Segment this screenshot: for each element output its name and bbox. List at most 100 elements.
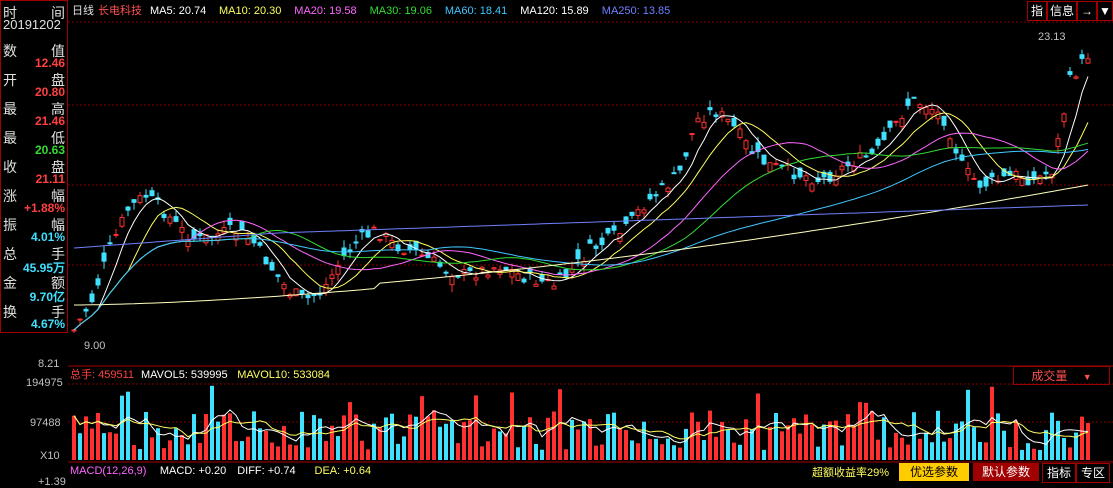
candle-body xyxy=(353,241,359,244)
volume-bar xyxy=(186,444,190,460)
macd-bottom-label: +1.39 xyxy=(38,476,66,488)
volume-bar xyxy=(420,396,424,460)
volume-bar xyxy=(270,442,274,460)
optimal-params-button[interactable]: 优选参数 xyxy=(899,463,969,481)
candle-body xyxy=(515,273,521,281)
volume-legend-item: 总手: 459511 xyxy=(70,367,134,381)
volume-bar xyxy=(312,415,316,460)
candle-body xyxy=(89,293,95,303)
candle-body xyxy=(881,131,887,140)
volume-legend-item: MAVOL5: 539995 xyxy=(141,369,228,381)
candle-body xyxy=(941,115,947,126)
macd-legend-item: MACD: +0.20 xyxy=(160,465,226,477)
volume-bar xyxy=(318,418,322,460)
volume-bar xyxy=(336,436,340,460)
volume-bar xyxy=(288,444,292,460)
volume-bar xyxy=(1074,432,1078,460)
info-label-1: 涨 xyxy=(3,188,17,204)
candle-body xyxy=(281,283,287,290)
info-label-1: 振 xyxy=(3,217,17,233)
volume-bar xyxy=(498,431,502,460)
info-label-2: 手 xyxy=(51,246,65,262)
volume-bar xyxy=(822,424,826,460)
candle-body xyxy=(101,252,107,262)
macd-legend-item: DIFF: +0.74 xyxy=(237,465,295,477)
indicator-button[interactable]: 指 xyxy=(1027,1,1047,21)
info-label-2: 盘 xyxy=(51,159,65,175)
candle-body xyxy=(647,193,653,200)
ma-legend-item: MA120: 15.89 xyxy=(520,5,589,17)
candle-body xyxy=(587,239,593,244)
candle-body xyxy=(503,266,509,270)
volume-bar xyxy=(876,439,880,460)
indicator-list-button[interactable]: 指标 xyxy=(1042,463,1076,483)
kline-chart[interactable]: 日线 长电科技 MA5: 20.74 MA10: 20.30 MA20: 19.58… xyxy=(68,0,1113,485)
info-label-2: 幅 xyxy=(51,188,65,204)
quote-info-panel: 时 间 20191202 数值 12.46 开盘 20.80 最高 21.46 最低 20.6… xyxy=(0,0,68,333)
dropdown-icon: ▼ xyxy=(1082,372,1092,382)
volume-bar xyxy=(528,417,532,460)
candle-body xyxy=(689,133,695,136)
volume-bar xyxy=(924,432,928,460)
volume-bar xyxy=(912,412,916,460)
volume-bar xyxy=(1086,423,1090,460)
info-row: 收 盘 21.11 xyxy=(1,155,67,186)
volume-bar xyxy=(618,428,622,460)
info-label-2: 盘 xyxy=(51,72,65,88)
info-label-1: 最 xyxy=(3,130,17,146)
volume-bar xyxy=(828,421,832,460)
volume-bar xyxy=(612,412,616,460)
candle-body xyxy=(293,288,299,297)
volume-bar xyxy=(504,433,508,460)
volume-bar xyxy=(654,438,658,460)
volume-bar xyxy=(942,441,946,460)
collapse-icon[interactable]: ▼ xyxy=(1097,1,1113,21)
volume-bar xyxy=(906,444,910,460)
default-params-button[interactable]: 默认参数 xyxy=(973,463,1039,481)
info-row: 最 低 20.63 xyxy=(1,126,67,157)
candle-body xyxy=(605,227,611,234)
volume-bar xyxy=(384,417,388,460)
candle-body xyxy=(929,109,935,115)
candle-body xyxy=(305,294,311,299)
info-label-1: 数 xyxy=(3,43,17,59)
candle-body xyxy=(887,120,893,128)
volume-bar xyxy=(990,386,994,460)
volume-bar xyxy=(258,428,262,460)
volume-bar xyxy=(102,433,106,460)
volume-bar xyxy=(156,428,160,460)
candle-body xyxy=(953,148,959,154)
candle-body xyxy=(329,274,335,280)
info-label-1: 金 xyxy=(3,275,17,291)
candle-body xyxy=(323,283,329,294)
volume-bar xyxy=(738,444,742,460)
price-bottom-label: 8.21 xyxy=(38,358,60,370)
ma-line xyxy=(73,76,1089,331)
candle-body xyxy=(623,216,629,224)
volume-bar xyxy=(576,429,580,460)
volume-bar xyxy=(300,411,304,460)
info-label-1: 总 xyxy=(3,246,17,262)
volume-indicator-select[interactable]: 成交量 ▼ xyxy=(1013,366,1110,385)
volume-bar xyxy=(558,389,562,460)
info-button[interactable]: 信息 xyxy=(1047,1,1077,21)
candle-body xyxy=(197,233,203,237)
candle-body xyxy=(611,225,617,231)
candle-body xyxy=(149,190,155,197)
zone-button[interactable]: 专区 xyxy=(1076,463,1110,483)
high-price-label: 23.13 xyxy=(1038,31,1066,43)
candle-body xyxy=(1037,175,1043,185)
volume-bar xyxy=(1032,448,1036,460)
candle-body xyxy=(533,283,539,287)
volume-bar xyxy=(540,449,544,460)
volume-bar xyxy=(936,410,940,460)
info-label-2: 低 xyxy=(51,130,65,146)
candle-body xyxy=(791,174,797,180)
volume-bar xyxy=(672,445,676,460)
volume-bar xyxy=(648,439,652,460)
candle-body xyxy=(467,267,473,272)
candle-body xyxy=(863,155,869,158)
volume-bar xyxy=(708,410,712,460)
exit-icon[interactable]: → xyxy=(1077,1,1097,21)
volume-bar xyxy=(606,414,610,460)
